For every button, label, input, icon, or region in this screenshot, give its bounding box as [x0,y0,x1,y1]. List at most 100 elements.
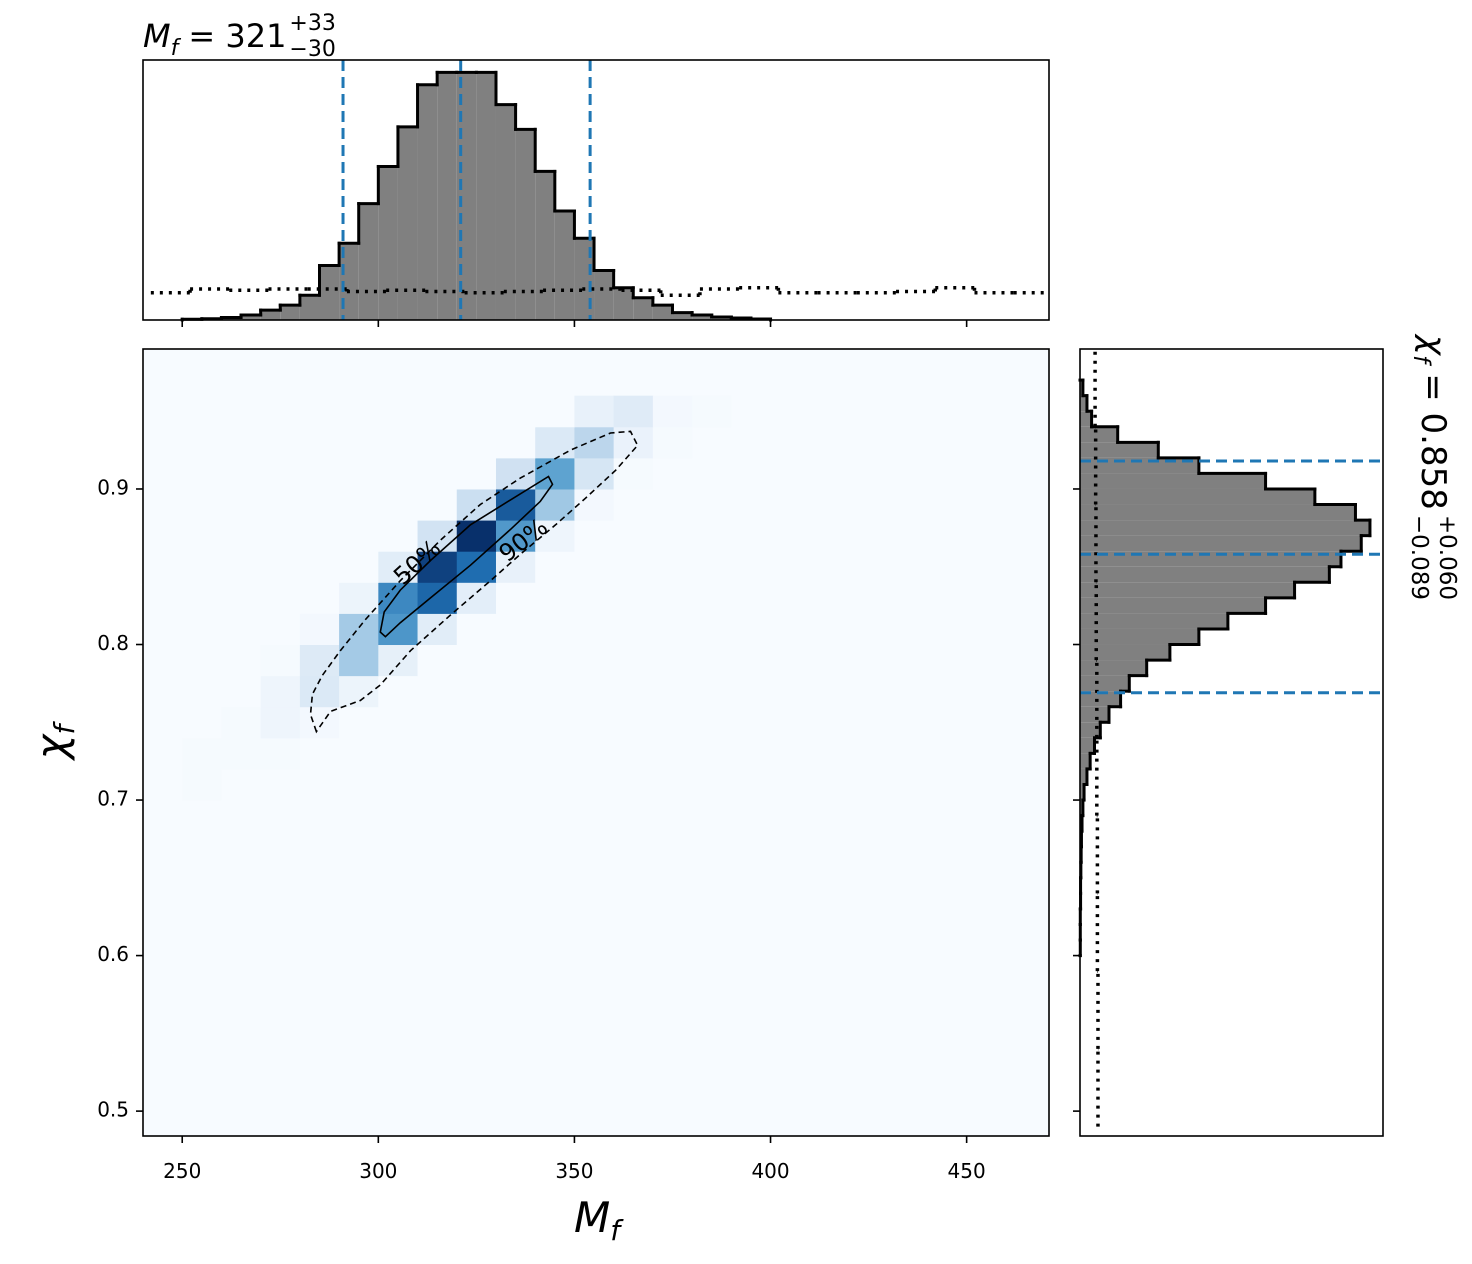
hist-bar [417,84,438,320]
density-cell [221,675,262,708]
hist-bar [613,287,634,320]
density-cell [613,457,654,490]
hist-bar [260,310,281,320]
density-cell [456,457,497,490]
hist-bar [1080,566,1330,583]
density-cell [495,737,536,770]
density-cell [378,395,419,428]
density-cell [535,644,575,677]
density-cell [731,551,772,583]
density-cell [652,551,693,583]
density-cell [692,644,732,677]
density-cell [299,831,340,863]
density-cell [299,862,340,894]
density-cell [731,582,772,614]
density-cell [299,582,340,614]
density-cell [182,395,222,428]
density-cell [299,457,340,490]
title-value: = 0.858 [1413,373,1453,510]
density-cell [692,488,732,521]
y-tick-label: 0.5 [97,1098,129,1122]
title-subscript: f [1408,355,1434,366]
density-cell [339,768,379,801]
density-cell [535,768,575,801]
density-cell [613,488,654,521]
hist-bar [1080,660,1147,676]
hist-bar [280,305,300,320]
density-cell [378,737,419,770]
density-cell [456,768,497,801]
density-cell [417,800,458,832]
density-cell [182,862,222,894]
density-cell [692,831,732,863]
density-cell [574,426,615,459]
hist-bar [554,211,575,320]
density-cell [299,768,340,801]
density-cell [417,706,458,739]
hist-bar [1080,628,1199,645]
hist-bar [1080,520,1370,536]
hist-bar [1080,504,1356,521]
density-cell [378,831,419,863]
y-tick-label: 0.8 [97,631,129,655]
density-cell [339,520,379,552]
title-lower: −0.089 [1406,515,1432,600]
density-cell [731,457,772,490]
density-cell [221,457,262,490]
density-cell [221,488,262,521]
density-cell [221,551,262,583]
density-cell [731,831,772,863]
density-cell [456,426,497,459]
density-cell [613,800,654,832]
title-upper: +0.060 [1434,515,1460,600]
density-cell [221,426,262,459]
density-cell [731,768,772,801]
density-cell [378,613,419,646]
density-cell [182,675,222,708]
density-cell [652,457,693,490]
density-cell [417,768,458,801]
density-cell [535,862,575,894]
density-cell [731,644,772,677]
density-cell [731,737,772,770]
x-tick-label: 400 [751,1159,789,1183]
density-cell [535,426,575,459]
title-symbol: M [143,17,171,55]
density-cell [692,862,732,894]
density-cell [260,862,301,894]
density-cell [495,831,536,863]
density-cell [456,551,497,583]
axes-frame [1079,348,1384,1137]
density-cell [692,675,732,708]
hist-bar [594,270,614,320]
density-cell [260,613,301,646]
density-cell [378,426,419,459]
density-cell [182,706,222,739]
density-cell [495,768,536,801]
density-cell [456,644,497,677]
density-cell [182,737,222,770]
x-tick-label: 250 [163,1159,201,1183]
density-cell [535,706,575,739]
density-cell [221,800,262,832]
density-cell [182,520,222,552]
title-group: Mf = 321 +33−30 [143,11,336,62]
density-cell [299,426,340,459]
density-cell [495,644,536,677]
density-cell [260,395,301,428]
density-cell [456,831,497,863]
density-cell [652,644,693,677]
density-cell [299,706,340,739]
density-cell [417,737,458,770]
density-cell [535,395,575,428]
density-cell [731,675,772,708]
density-cell [495,862,536,894]
density-cell [535,800,575,832]
y-tick-label: 0.9 [97,475,129,499]
density-cell [652,426,693,459]
y-tick-label: 0.6 [97,942,129,966]
density-cell [260,520,301,552]
density-cell [613,675,654,708]
density-cell [221,520,262,552]
density-cell [260,706,301,739]
